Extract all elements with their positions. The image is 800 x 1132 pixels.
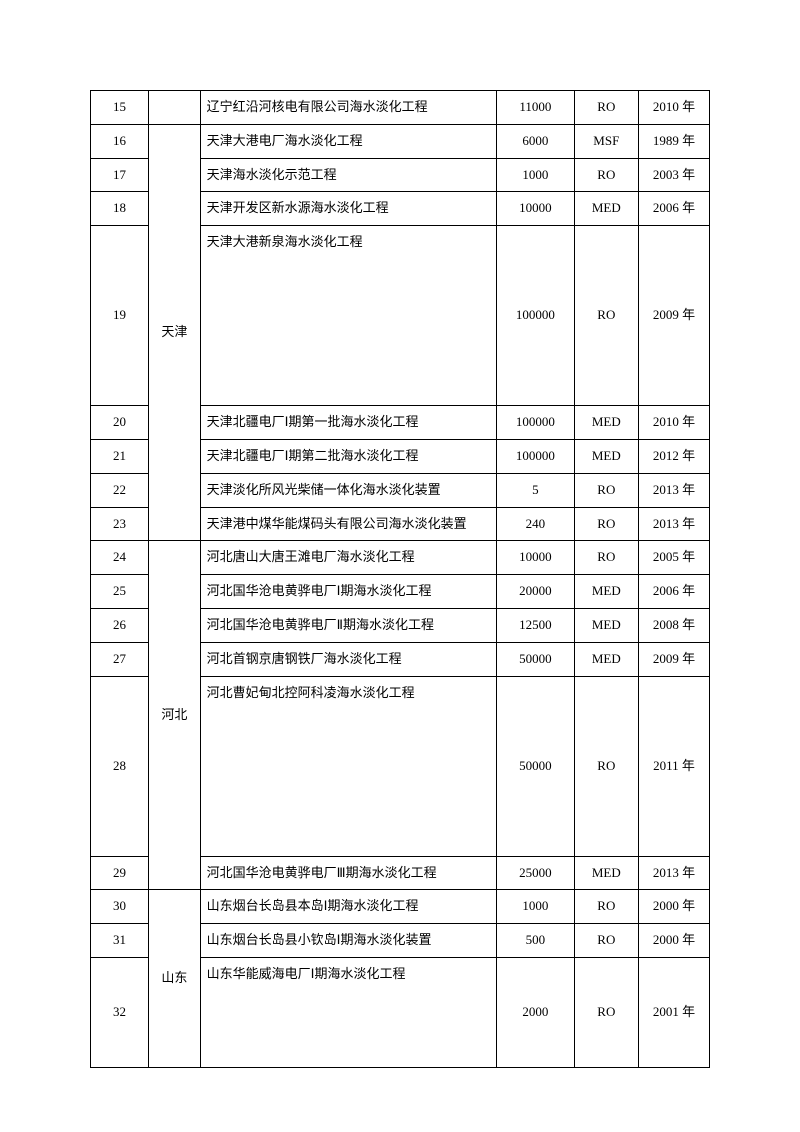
cell-desc: 天津北疆电厂Ⅰ期第一批海水淡化工程: [200, 406, 497, 440]
cell-desc: 山东烟台长岛县小钦岛Ⅰ期海水淡化装置: [200, 924, 497, 958]
cell-year: 2012 年: [639, 439, 710, 473]
cell-year: 2001 年: [639, 957, 710, 1067]
cell-val: 100000: [497, 406, 574, 440]
cell-val: 100000: [497, 439, 574, 473]
cell-desc: 河北曹妃甸北控阿科凌海水淡化工程: [200, 676, 497, 856]
cell-desc: 河北首钢京唐钢铁厂海水淡化工程: [200, 642, 497, 676]
cell-num: 18: [91, 192, 149, 226]
cell-type: RO: [574, 158, 638, 192]
cell-num: 19: [91, 226, 149, 406]
cell-desc: 天津大港电厂海水淡化工程: [200, 124, 497, 158]
cell-region: 河北: [149, 541, 201, 890]
cell-val: 11000: [497, 91, 574, 125]
cell-type: RO: [574, 507, 638, 541]
cell-desc: 河北国华沧电黄骅电厂Ⅲ期海水淡化工程: [200, 856, 497, 890]
cell-type: MED: [574, 856, 638, 890]
cell-val: 10000: [497, 192, 574, 226]
cell-type: MED: [574, 192, 638, 226]
cell-type: RO: [574, 473, 638, 507]
cell-type: MED: [574, 439, 638, 473]
cell-val: 2000: [497, 957, 574, 1067]
cell-year: 2000 年: [639, 890, 710, 924]
cell-type: MSF: [574, 124, 638, 158]
cell-val: 25000: [497, 856, 574, 890]
cell-region: 山东: [149, 890, 201, 1068]
cell-type: RO: [574, 676, 638, 856]
cell-val: 50000: [497, 676, 574, 856]
cell-val: 100000: [497, 226, 574, 406]
cell-num: 17: [91, 158, 149, 192]
cell-year: 2005 年: [639, 541, 710, 575]
cell-val: 240: [497, 507, 574, 541]
cell-num: 29: [91, 856, 149, 890]
cell-type: MED: [574, 608, 638, 642]
projects-table: 15 辽宁红沿河核电有限公司海水淡化工程 11000 RO 2010 年 16 …: [90, 90, 710, 1068]
cell-val: 1000: [497, 158, 574, 192]
cell-val: 50000: [497, 642, 574, 676]
cell-num: 32: [91, 957, 149, 1067]
cell-desc: 河北国华沧电黄骅电厂Ⅱ期海水淡化工程: [200, 608, 497, 642]
cell-num: 25: [91, 575, 149, 609]
cell-desc: 天津海水淡化示范工程: [200, 158, 497, 192]
cell-year: 2003 年: [639, 158, 710, 192]
cell-val: 500: [497, 924, 574, 958]
cell-year: 2010 年: [639, 91, 710, 125]
cell-type: MED: [574, 575, 638, 609]
cell-num: 24: [91, 541, 149, 575]
cell-year: 2006 年: [639, 575, 710, 609]
cell-desc: 天津开发区新水源海水淡化工程: [200, 192, 497, 226]
cell-region: 天津: [149, 124, 201, 541]
table-row: 24 河北 河北唐山大唐王滩电厂海水淡化工程 10000 RO 2005 年: [91, 541, 710, 575]
cell-type: RO: [574, 890, 638, 924]
cell-desc: 山东华能威海电厂Ⅰ期海水淡化工程: [200, 957, 497, 1067]
cell-desc: 天津淡化所风光柴储一体化海水淡化装置: [200, 473, 497, 507]
cell-num: 21: [91, 439, 149, 473]
cell-year: 2000 年: [639, 924, 710, 958]
table-row: 16 天津 天津大港电厂海水淡化工程 6000 MSF 1989 年: [91, 124, 710, 158]
cell-desc: 天津大港新泉海水淡化工程: [200, 226, 497, 406]
cell-val: 20000: [497, 575, 574, 609]
cell-year: 2006 年: [639, 192, 710, 226]
cell-year: 2008 年: [639, 608, 710, 642]
cell-val: 10000: [497, 541, 574, 575]
cell-val: 1000: [497, 890, 574, 924]
cell-type: RO: [574, 541, 638, 575]
cell-desc: 天津港中煤华能煤码头有限公司海水淡化装置: [200, 507, 497, 541]
cell-num: 30: [91, 890, 149, 924]
cell-type: RO: [574, 924, 638, 958]
cell-num: 20: [91, 406, 149, 440]
cell-type: MED: [574, 406, 638, 440]
cell-desc: 河北唐山大唐王滩电厂海水淡化工程: [200, 541, 497, 575]
cell-year: 2009 年: [639, 642, 710, 676]
cell-year: 2010 年: [639, 406, 710, 440]
table-row: 30 山东 山东烟台长岛县本岛Ⅰ期海水淡化工程 1000 RO 2000 年: [91, 890, 710, 924]
cell-year: 1989 年: [639, 124, 710, 158]
cell-desc: 天津北疆电厂Ⅰ期第二批海水淡化工程: [200, 439, 497, 473]
cell-num: 23: [91, 507, 149, 541]
cell-num: 16: [91, 124, 149, 158]
cell-type: RO: [574, 91, 638, 125]
cell-val: 5: [497, 473, 574, 507]
cell-desc: 河北国华沧电黄骅电厂Ⅰ期海水淡化工程: [200, 575, 497, 609]
cell-val: 6000: [497, 124, 574, 158]
cell-num: 22: [91, 473, 149, 507]
cell-year: 2013 年: [639, 856, 710, 890]
cell-desc: 山东烟台长岛县本岛Ⅰ期海水淡化工程: [200, 890, 497, 924]
cell-year: 2013 年: [639, 507, 710, 541]
cell-num: 15: [91, 91, 149, 125]
cell-num: 26: [91, 608, 149, 642]
cell-type: RO: [574, 957, 638, 1067]
cell-type: RO: [574, 226, 638, 406]
cell-region: [149, 91, 201, 125]
table-row: 15 辽宁红沿河核电有限公司海水淡化工程 11000 RO 2010 年: [91, 91, 710, 125]
cell-year: 2013 年: [639, 473, 710, 507]
cell-year: 2011 年: [639, 676, 710, 856]
cell-num: 31: [91, 924, 149, 958]
cell-num: 28: [91, 676, 149, 856]
cell-val: 12500: [497, 608, 574, 642]
cell-num: 27: [91, 642, 149, 676]
cell-year: 2009 年: [639, 226, 710, 406]
cell-type: MED: [574, 642, 638, 676]
cell-desc: 辽宁红沿河核电有限公司海水淡化工程: [200, 91, 497, 125]
